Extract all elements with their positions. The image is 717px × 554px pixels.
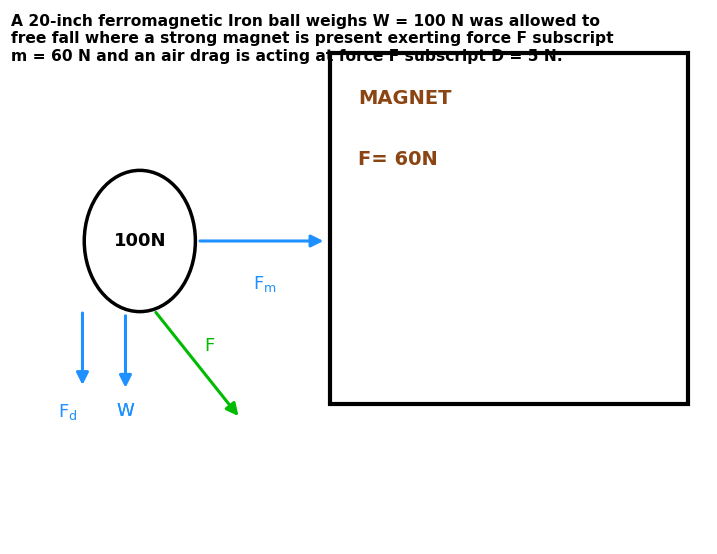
Text: F: F	[204, 337, 214, 355]
Text: $\mathregular{F_m}$: $\mathregular{F_m}$	[253, 274, 277, 294]
Bar	[330, 53, 688, 404]
Text: W: W	[117, 402, 134, 419]
Text: $\mathregular{F_d}$: $\mathregular{F_d}$	[58, 402, 78, 422]
Text: W: W	[117, 402, 134, 419]
Ellipse shape	[85, 171, 195, 311]
Text: 100N: 100N	[113, 232, 166, 250]
Text: MAGNET: MAGNET	[358, 89, 452, 107]
Text: F= 60N: F= 60N	[358, 150, 438, 168]
Text: A 20-inch ferromagnetic Iron ball weighs W = 100 N was allowed to
free fall wher: A 20-inch ferromagnetic Iron ball weighs…	[11, 14, 613, 64]
